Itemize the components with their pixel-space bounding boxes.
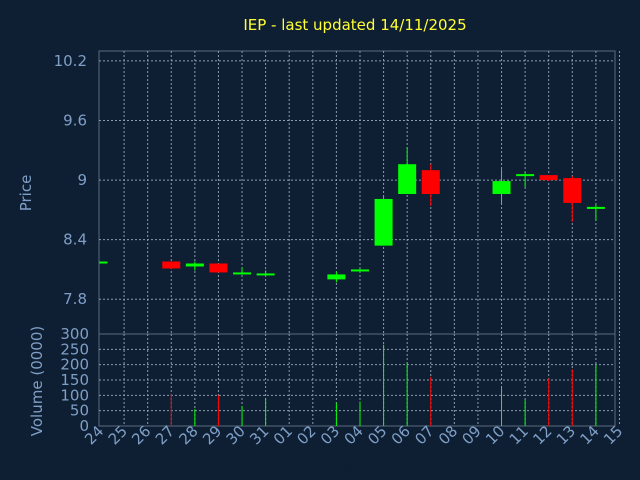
day-axis-ticks: 2425262728293031010203040506070809101112… [81, 422, 626, 448]
candle-body [374, 198, 393, 246]
candle-body [209, 263, 228, 273]
volume-axis-label: Volume (0000) [28, 326, 46, 436]
price-axis-ticks: 10.2 9.6 9 8.4 7.8 [54, 52, 87, 308]
volume-tick-label: 100 [60, 386, 89, 404]
candle-body [350, 269, 369, 272]
day-axis-label: Day [333, 460, 361, 476]
volume-tick-label: 0 [79, 417, 89, 435]
chart-title: IEP - last updated 14/11/2025 [243, 16, 466, 34]
candle-body [99, 261, 108, 264]
candle-body [586, 206, 605, 209]
candle-body [233, 272, 252, 275]
volume-bars [170, 344, 597, 426]
volume-tick-label: 200 [60, 356, 89, 374]
candle-body [256, 273, 275, 276]
grid-lines [99, 51, 620, 426]
candle-body [327, 274, 346, 280]
candle-body [185, 263, 204, 267]
price-tick-label: 9.6 [63, 112, 87, 130]
price-axis-label: Price [17, 175, 35, 212]
volume-tick-label: 50 [70, 402, 89, 420]
candle-body [539, 175, 558, 181]
candle-body [492, 181, 511, 194]
price-tick-label: 7.8 [63, 290, 87, 308]
price-tick-label: 9 [77, 171, 87, 189]
candle-body [516, 174, 535, 177]
candle-body [421, 170, 440, 194]
candle-body [162, 261, 181, 269]
volume-tick-label: 150 [60, 371, 89, 389]
volume-tick-label: 300 [60, 325, 89, 343]
candle-body [563, 178, 582, 203]
volume-tick-label: 250 [60, 340, 89, 358]
price-panel-frame [98, 50, 616, 335]
candle-body [398, 164, 417, 194]
price-tick-label: 10.2 [54, 52, 87, 70]
price-tick-label: 8.4 [63, 231, 87, 249]
candles [99, 147, 605, 283]
